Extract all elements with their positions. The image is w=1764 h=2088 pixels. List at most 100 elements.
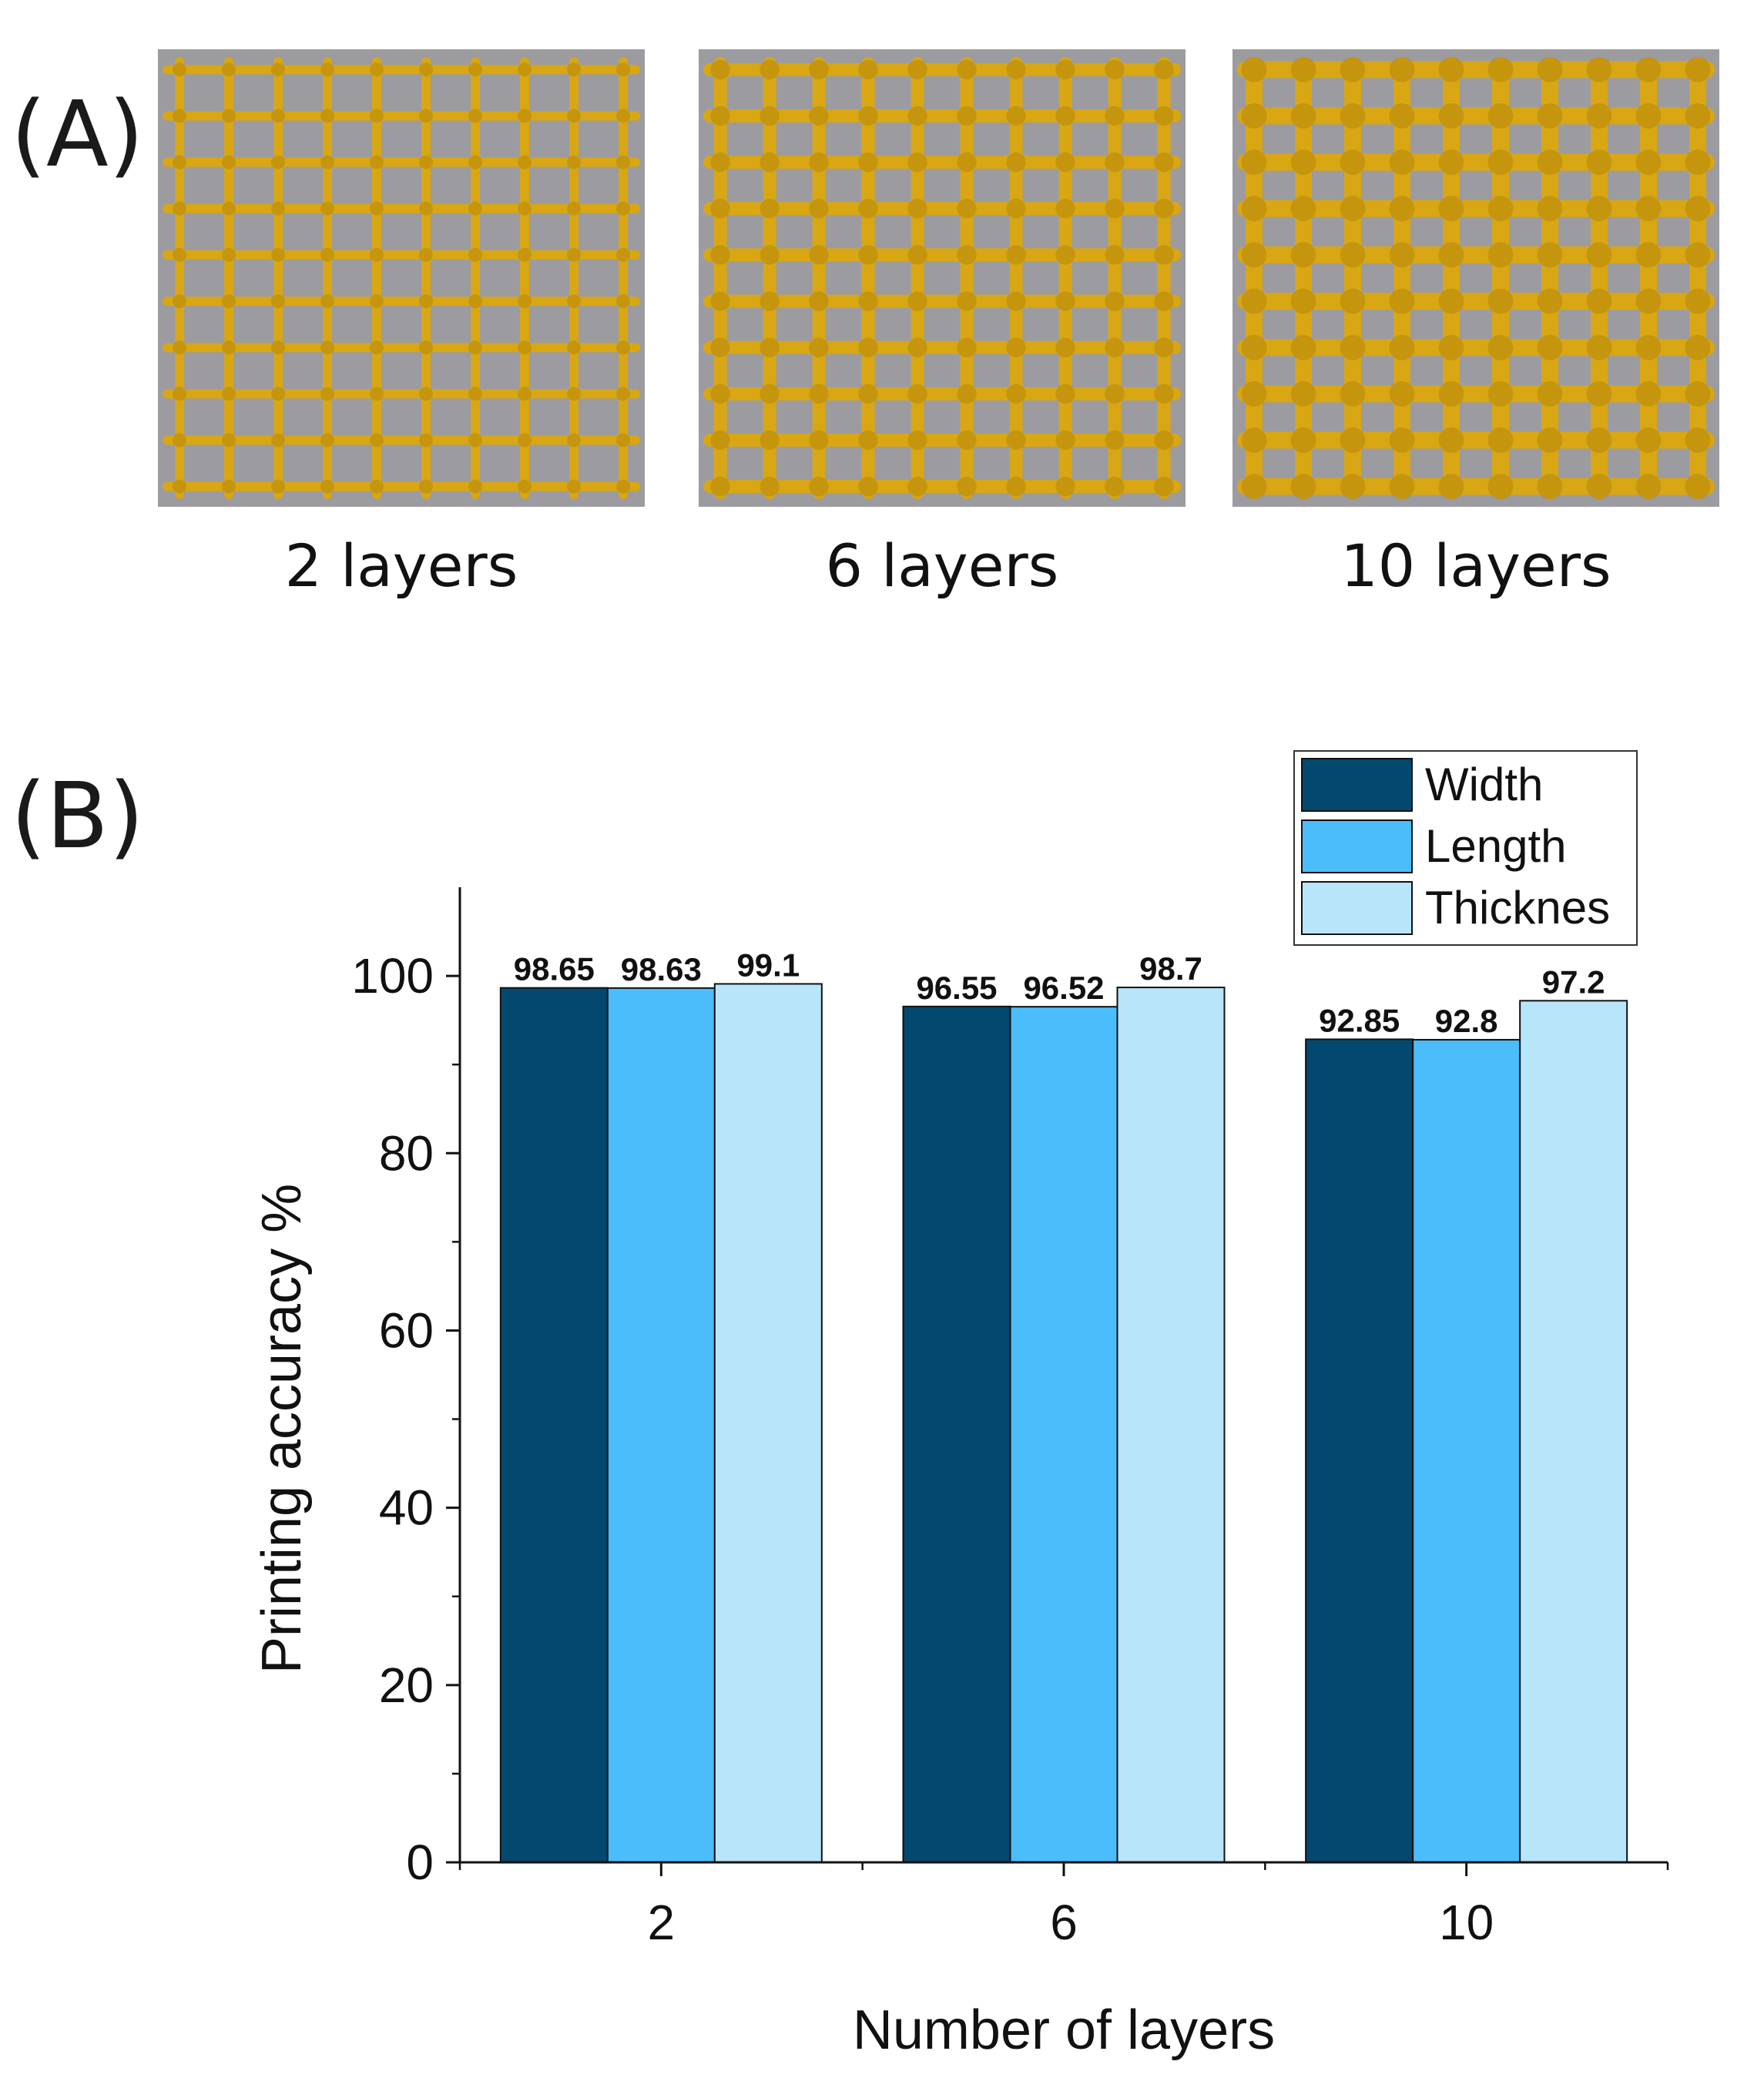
filament-junction [1154, 430, 1174, 451]
filament-junction [1635, 102, 1662, 129]
filament-junction [518, 62, 532, 77]
filament-junction [907, 291, 927, 311]
filament-junction [616, 340, 630, 355]
bar-length-10 [1412, 1038, 1521, 1863]
filament-junction [1635, 380, 1662, 407]
filament-junction [1389, 334, 1415, 360]
filament-junction [957, 59, 977, 80]
filament-junction [222, 155, 236, 169]
filament-junction [1635, 288, 1662, 314]
filament-junction [809, 337, 829, 357]
filament-junction [1055, 245, 1075, 265]
filament-junction [760, 106, 780, 126]
filament-junction [809, 199, 829, 219]
bar-thicknes-6 [1116, 987, 1226, 1863]
filament-junction [1685, 474, 1711, 500]
filament-junction [567, 433, 581, 447]
filament-junction [809, 384, 829, 404]
filament-junction [1537, 196, 1563, 222]
filament-junction [858, 384, 878, 404]
y-tick-label: 80 [379, 1125, 434, 1181]
filament-junction [907, 152, 927, 173]
filament-junction [1154, 337, 1174, 357]
filament-junction [1055, 337, 1075, 357]
filament-junction [419, 340, 433, 355]
filament-junction [1006, 245, 1026, 265]
filament-junction [616, 433, 630, 447]
filament-junction [760, 430, 780, 451]
filament-junction [419, 247, 433, 262]
filament-junction [370, 294, 384, 309]
filament-junction [468, 387, 482, 401]
filament-junction [760, 59, 780, 80]
filament-junction [173, 479, 186, 494]
data-label-length-10: 92.8 [1435, 1003, 1498, 1039]
data-label-thicknes-6: 98.7 [1139, 950, 1202, 987]
filament-junction [1635, 196, 1662, 222]
filament-junction [567, 294, 581, 309]
filament-junction [468, 294, 482, 309]
y-axis-title: Printing accuracy % [251, 1184, 313, 1674]
filament-junction [370, 340, 384, 355]
filament-junction [1389, 149, 1415, 176]
filament-junction [1241, 380, 1267, 407]
filament-junction [468, 109, 482, 123]
filament-junction [1154, 476, 1174, 497]
filament-junction [320, 479, 334, 494]
filament-junction [271, 155, 285, 169]
filament-junction [222, 340, 236, 355]
filament-junction [710, 152, 730, 173]
filament-junction [1586, 380, 1612, 407]
filament-junction [1586, 474, 1612, 500]
filament-junction [760, 199, 780, 219]
filament-junction [907, 59, 927, 80]
filament-junction [710, 59, 730, 80]
filament-junction [616, 247, 630, 262]
filament-junction [567, 62, 581, 77]
filament-junction [1241, 334, 1267, 360]
filament-junction [370, 247, 384, 262]
filament-junction [518, 155, 532, 169]
filament-junction [1685, 427, 1711, 454]
filament-junction [1438, 102, 1464, 129]
filament-junction [1586, 242, 1612, 268]
filament-junction [271, 340, 285, 355]
filament-junction [518, 433, 532, 447]
filament-junction [1006, 337, 1026, 357]
filament-junction [1438, 196, 1464, 222]
filament-lattice [703, 57, 1181, 499]
filament-junction [468, 62, 482, 77]
filament-junction [1006, 199, 1026, 219]
panel-b-label: (B) [11, 762, 145, 869]
filament-junction [1105, 476, 1125, 497]
filament-junction [858, 430, 878, 451]
filament-junction [1487, 56, 1514, 82]
caption-6-layers: 6 layers [825, 531, 1059, 600]
filament-junction [1389, 427, 1415, 454]
filament-junction [1290, 474, 1316, 500]
filament-junction [907, 476, 927, 497]
filament-junction [320, 387, 334, 401]
filament-junction [1290, 149, 1316, 176]
filament-junction [1105, 291, 1125, 311]
filament-junction [1241, 56, 1267, 82]
scaffold-photo-6-layers [699, 49, 1186, 507]
filament-junction [710, 384, 730, 404]
filament-junction [1685, 288, 1711, 314]
filament-junction [1340, 196, 1366, 222]
filament-junction [1105, 245, 1125, 265]
scaffold-photo-10-layers [1232, 49, 1719, 507]
filament-junction [710, 199, 730, 219]
filament-junction [518, 247, 532, 262]
filament-junction [710, 291, 730, 311]
filament-junction [1105, 59, 1125, 80]
filament-junction [1586, 149, 1612, 176]
filament-junction [1537, 427, 1563, 454]
filament-junction [419, 62, 433, 77]
filament-junction [518, 201, 532, 216]
filament-junction [1154, 291, 1174, 311]
filament-junction [907, 337, 927, 357]
x-tick-label: 2 [648, 1895, 676, 1950]
filament-junction [1154, 245, 1174, 265]
filament-junction [173, 201, 186, 216]
